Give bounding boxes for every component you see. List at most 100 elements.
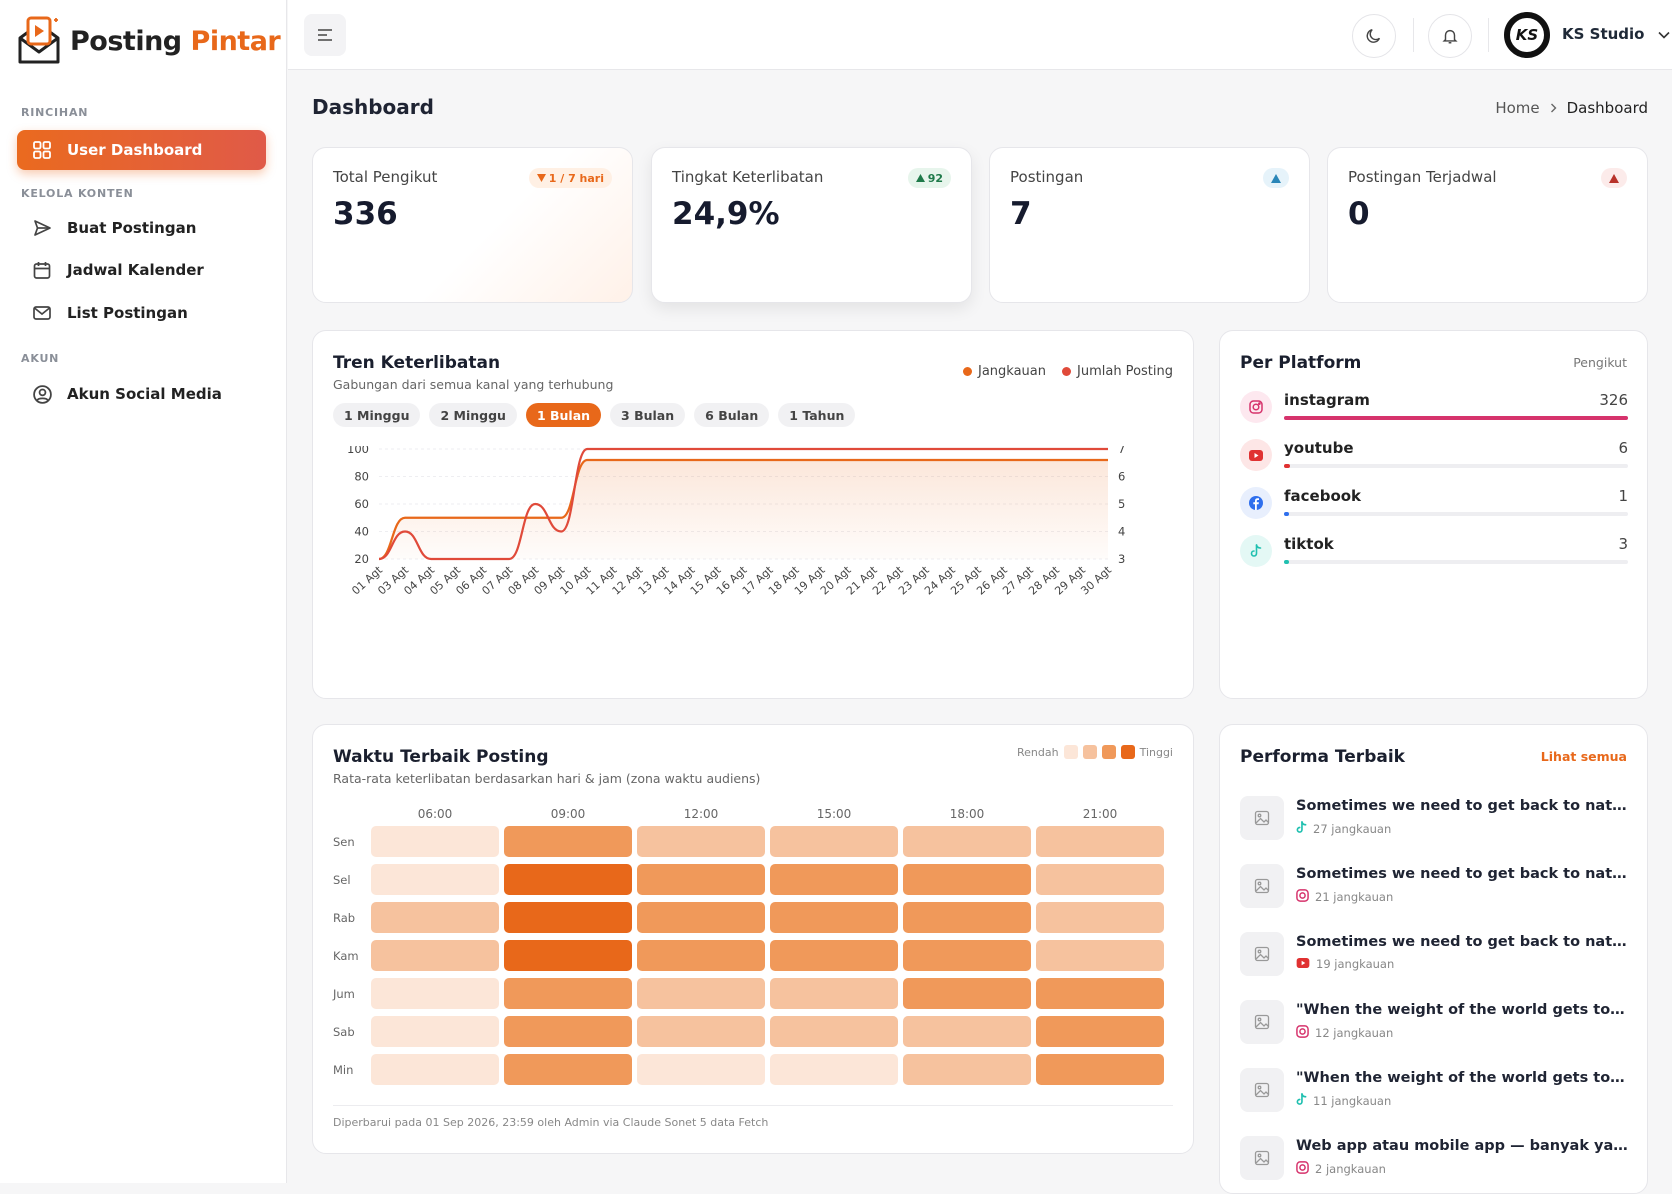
range-tab-1-bulan[interactable]: 1 Bulan bbox=[525, 403, 602, 427]
tiktok-icon bbox=[1296, 1093, 1307, 1109]
heatmap-cell[interactable] bbox=[903, 864, 1031, 895]
legend-dot bbox=[962, 367, 972, 376]
list-item[interactable]: Sometimes we need to get back to nature … bbox=[1240, 928, 1628, 982]
chart-legend: Jangkauan Jumlah Posting bbox=[962, 364, 1173, 379]
divider bbox=[1488, 18, 1489, 52]
range-tab-1-tahun[interactable]: 1 Tahun bbox=[778, 403, 856, 427]
heatmap-cell[interactable] bbox=[770, 1054, 898, 1085]
list-item[interactable]: "When the weight of the world gets too h… bbox=[1240, 1064, 1628, 1118]
sidebar-item-buat-postingan[interactable]: Buat Postingan bbox=[17, 208, 266, 248]
heatmap-day-label: Min bbox=[333, 1063, 354, 1077]
platform-value: 3 bbox=[1618, 535, 1628, 553]
heatmap-cell[interactable] bbox=[1036, 1016, 1164, 1047]
sidebar-item-list-postingan[interactable]: List Postingan bbox=[17, 293, 266, 333]
heatmap-cell[interactable] bbox=[371, 978, 499, 1009]
range-tabs: 1 Minggu 2 Minggu 1 Bulan 3 Bulan 6 Bula… bbox=[333, 403, 856, 427]
heatmap-cell[interactable] bbox=[371, 826, 499, 857]
topbar: KS KS Studio bbox=[288, 0, 1672, 70]
heatmap-cell[interactable] bbox=[504, 826, 632, 857]
range-tab-2-minggu[interactable]: 2 Minggu bbox=[429, 403, 517, 427]
sidebar-item-jadwal-kalender[interactable]: Jadwal Kalender bbox=[17, 250, 266, 290]
heatmap-cell[interactable] bbox=[903, 978, 1031, 1009]
heatmap-cell[interactable] bbox=[504, 940, 632, 971]
post-meta: 11 jangkauan bbox=[1296, 1093, 1391, 1109]
heatmap-cell[interactable] bbox=[504, 1054, 632, 1085]
stat-value: 336 bbox=[333, 196, 398, 232]
range-tab-6-bulan[interactable]: 6 Bulan bbox=[694, 403, 770, 427]
y-tick-label: 100 bbox=[347, 446, 369, 456]
heatmap-cell[interactable] bbox=[1036, 864, 1164, 895]
heatmap-cell[interactable] bbox=[903, 1016, 1031, 1047]
menu-toggle-button[interactable] bbox=[304, 14, 346, 56]
list-item[interactable]: Sometimes we need to get back to nature … bbox=[1240, 792, 1628, 846]
heatmap-cell[interactable] bbox=[770, 864, 898, 895]
legend-swatch bbox=[1101, 745, 1116, 759]
heatmap-cell[interactable] bbox=[637, 940, 765, 971]
heatmap-cell[interactable] bbox=[371, 902, 499, 933]
platform-row-facebook[interactable]: facebook 1 bbox=[1240, 487, 1628, 527]
heatmap-cell[interactable] bbox=[1036, 902, 1164, 933]
trend-card: Tren Keterlibatan Gabungan dari semua ka… bbox=[312, 330, 1194, 699]
avatar-initials: KS bbox=[1508, 16, 1546, 54]
heatmap-cell[interactable] bbox=[637, 826, 765, 857]
sidebar: Posting Pintar RINCIHAN User Dashboard K… bbox=[0, 0, 287, 1183]
heatmap-cell[interactable] bbox=[637, 902, 765, 933]
range-tab-1-minggu[interactable]: 1 Minggu bbox=[333, 403, 421, 427]
breadcrumb-home[interactable]: Home bbox=[1495, 99, 1540, 117]
heatmap-cell[interactable] bbox=[637, 978, 765, 1009]
image-placeholder-icon bbox=[1240, 1068, 1284, 1112]
heatmap-cell[interactable] bbox=[371, 864, 499, 895]
heatmap-cell[interactable] bbox=[637, 1054, 765, 1085]
heatmap-cell[interactable] bbox=[1036, 940, 1164, 971]
platform-row-tiktok[interactable]: tiktok 3 bbox=[1240, 535, 1628, 575]
platform-name: facebook bbox=[1284, 487, 1362, 505]
notifications-button[interactable] bbox=[1428, 14, 1472, 58]
heatmap-cell[interactable] bbox=[504, 902, 632, 933]
heatmap-cell[interactable] bbox=[1036, 826, 1164, 857]
heatmap-cell[interactable] bbox=[637, 1016, 765, 1047]
post-reach: 12 jangkauan bbox=[1315, 1026, 1394, 1040]
heatmap-cell[interactable] bbox=[770, 978, 898, 1009]
heatmap-cell[interactable] bbox=[1036, 978, 1164, 1009]
heatmap-cell[interactable] bbox=[504, 1016, 632, 1047]
heatmap-cell[interactable] bbox=[770, 902, 898, 933]
heatmap-cell[interactable] bbox=[903, 940, 1031, 971]
see-all-link[interactable]: Lihat semua bbox=[1540, 749, 1627, 764]
post-title: Sometimes we need to get back to nature … bbox=[1296, 798, 1628, 814]
user-menu[interactable]: KS Studio bbox=[1562, 25, 1670, 43]
list-item[interactable]: Sometimes we need to get back to nature … bbox=[1240, 860, 1628, 914]
platform-bar-fill bbox=[1284, 464, 1291, 468]
platform-bar-fill bbox=[1284, 416, 1628, 420]
heatmap-cell[interactable] bbox=[903, 826, 1031, 857]
heatmap-cell[interactable] bbox=[504, 864, 632, 895]
series-area-jangkauan bbox=[379, 460, 1108, 559]
top-posts-card: Performa Terbaik Lihat semua Sometimes w… bbox=[1219, 724, 1648, 1194]
triangle-up-icon bbox=[915, 174, 925, 182]
heatmap-cell[interactable] bbox=[770, 940, 898, 971]
trend-subtitle: Gabungan dari semua kanal yang terhubung bbox=[333, 377, 614, 392]
sidebar-item-akun-social-media[interactable]: Akun Social Media bbox=[17, 374, 266, 414]
sidebar-item-user-dashboard[interactable]: User Dashboard bbox=[17, 130, 266, 170]
avatar[interactable]: KS bbox=[1504, 12, 1550, 58]
bell-icon bbox=[1442, 29, 1458, 44]
list-item[interactable]: "When the weight of the world gets too h… bbox=[1240, 996, 1628, 1050]
post-reach: 21 jangkauan bbox=[1315, 890, 1394, 904]
triangle-down-icon bbox=[536, 174, 546, 182]
heatmap-cell[interactable] bbox=[903, 1054, 1031, 1085]
heatmap-cell[interactable] bbox=[903, 902, 1031, 933]
heatmap-cell[interactable] bbox=[371, 1054, 499, 1085]
heatmap-cell[interactable] bbox=[371, 1016, 499, 1047]
heatmap-cell[interactable] bbox=[371, 940, 499, 971]
heatmap-cell[interactable] bbox=[1036, 1054, 1164, 1085]
theme-toggle-button[interactable] bbox=[1352, 14, 1396, 58]
app-logo[interactable]: Posting Pintar bbox=[16, 16, 281, 66]
heatmap-cell[interactable] bbox=[770, 826, 898, 857]
y-tick-label: 60 bbox=[354, 497, 369, 511]
range-tab-3-bulan[interactable]: 3 Bulan bbox=[610, 403, 686, 427]
platform-row-youtube[interactable]: youtube 6 bbox=[1240, 439, 1628, 479]
list-item[interactable]: Web app atau mobile app — banyak yang m.… bbox=[1240, 1132, 1628, 1186]
platform-row-instagram[interactable]: instagram 326 bbox=[1240, 391, 1628, 431]
heatmap-cell[interactable] bbox=[504, 978, 632, 1009]
heatmap-cell[interactable] bbox=[770, 1016, 898, 1047]
heatmap-cell[interactable] bbox=[637, 864, 765, 895]
